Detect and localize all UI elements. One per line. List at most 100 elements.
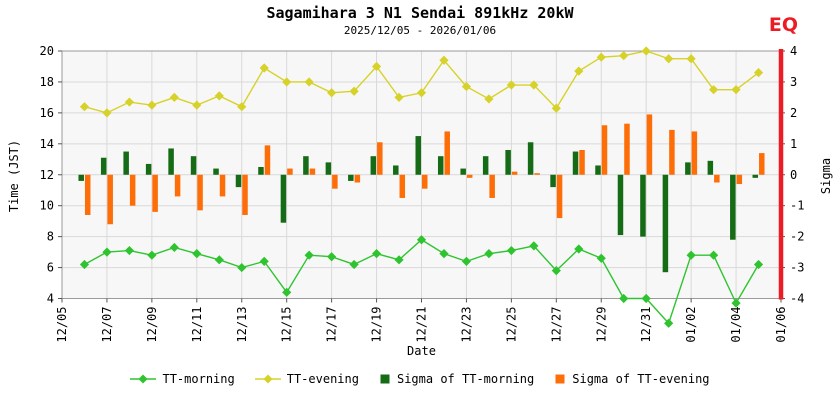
data-point: [551, 266, 561, 276]
legend-label: Sigma of TT-morning: [396, 372, 535, 386]
data-point: [574, 66, 584, 76]
y-tick-label-left: 10: [40, 199, 54, 213]
data-point: [282, 287, 292, 297]
data-point: [124, 97, 135, 107]
series-tt-evening: [79, 46, 764, 118]
sigma-bar: [466, 174, 473, 178]
data-point: [327, 252, 337, 262]
data-point: [416, 88, 427, 98]
data-point: [529, 80, 539, 90]
sigma-bar: [264, 145, 271, 175]
data-point: [596, 253, 606, 263]
sigma-bar: [714, 174, 720, 183]
data-point: [371, 249, 382, 259]
chart-subtitle: 2025/12/05 - 2026/01/06: [343, 24, 497, 37]
data-point: [102, 247, 112, 257]
x-tick-label: 01/06: [774, 307, 788, 343]
x-tick-label: 01/04: [729, 307, 743, 343]
data-point: [192, 100, 202, 110]
sigma-bar: [84, 174, 91, 215]
sigma-bar: [303, 156, 309, 175]
y-tick-label-left: 16: [40, 106, 54, 120]
data-point: [259, 63, 269, 73]
y-tick-label-right: -3: [790, 261, 804, 275]
data-point: [214, 255, 224, 265]
chart-title: Sagamihara 3 N1 Sendai 891kHz 20kW: [266, 4, 574, 22]
legend: TT-morning TT-evening Sigma of TT-mornin…: [0, 372, 840, 386]
data-point: [664, 54, 674, 64]
y-tick-label-right: -1: [790, 199, 804, 213]
data-point: [708, 250, 719, 260]
sigma-bar: [174, 174, 181, 197]
data-point: [327, 88, 337, 98]
data-point: [439, 249, 449, 259]
y-tick-label-right: 0: [790, 168, 797, 182]
data-point: [416, 235, 427, 245]
sigma-bar: [640, 174, 646, 237]
data-point: [79, 259, 90, 270]
sigma-bar: [280, 174, 287, 223]
y-tick-label-left: 14: [40, 137, 54, 151]
sigma-bar: [107, 174, 113, 225]
y-tick-label-left: 20: [40, 44, 54, 58]
data-point: [506, 245, 516, 256]
sigma-bar: [145, 163, 152, 175]
sigma-bar: [242, 174, 248, 215]
sigma-bar: [511, 171, 518, 175]
x-tick-label: 12/13: [235, 307, 249, 343]
sigma-bar: [235, 174, 242, 188]
sigma-bar: [370, 156, 377, 175]
square-marker-icon: [380, 374, 390, 384]
data-point: [282, 77, 292, 87]
data-point: [484, 249, 494, 259]
series-tt-morning: [79, 235, 764, 328]
data-point: [596, 52, 606, 62]
data-point: [731, 298, 741, 308]
sigma-bar: [258, 167, 264, 175]
sigma-bar: [669, 129, 675, 175]
sigma-bar: [399, 174, 406, 198]
sigma-bar: [579, 150, 585, 175]
sigma-bar: [752, 174, 759, 178]
data-point: [237, 262, 247, 273]
sigma-bar: [595, 165, 601, 175]
y-tick-label-right: 1: [790, 137, 797, 151]
legend-label: TT-morning: [162, 372, 235, 386]
x-tick-label: 12/07: [100, 307, 114, 343]
data-point: [619, 293, 629, 304]
sigma-bar: [646, 114, 653, 175]
x-tick-label: 12/31: [639, 307, 653, 343]
legend-item-sigma-evening: Sigma of TT-evening: [554, 372, 710, 386]
sigma-bar: [332, 174, 338, 189]
sigma-bar: [759, 153, 765, 175]
sigma-bar: [601, 125, 608, 175]
sigma-bar: [168, 148, 174, 175]
line-diamond-marker-icon: [254, 374, 281, 384]
x-tick-label: 12/29: [594, 307, 608, 343]
sigma-bar: [437, 156, 444, 175]
data-point: [394, 92, 404, 103]
data-point: [551, 103, 561, 113]
sigma-bar: [691, 131, 698, 175]
sigma-bar: [460, 168, 466, 175]
x-tick-label: 12/09: [145, 307, 159, 343]
x-tick-label: 12/25: [504, 307, 518, 343]
sigma-bar: [152, 174, 158, 212]
legend-item-tt-evening: TT-evening: [254, 372, 359, 386]
sigma-bar: [190, 156, 197, 175]
data-point: [506, 80, 516, 90]
sigma-bar: [617, 174, 624, 236]
sigma-bar: [415, 136, 421, 175]
data-point: [664, 318, 674, 328]
sigma-bar: [527, 142, 534, 175]
data-point: [529, 241, 539, 251]
sigma-bar: [736, 174, 743, 185]
data-point: [619, 51, 629, 61]
data-point: [214, 91, 224, 101]
data-point: [79, 102, 90, 112]
data-point: [574, 244, 584, 254]
y-tick-label-right: 2: [790, 106, 797, 120]
